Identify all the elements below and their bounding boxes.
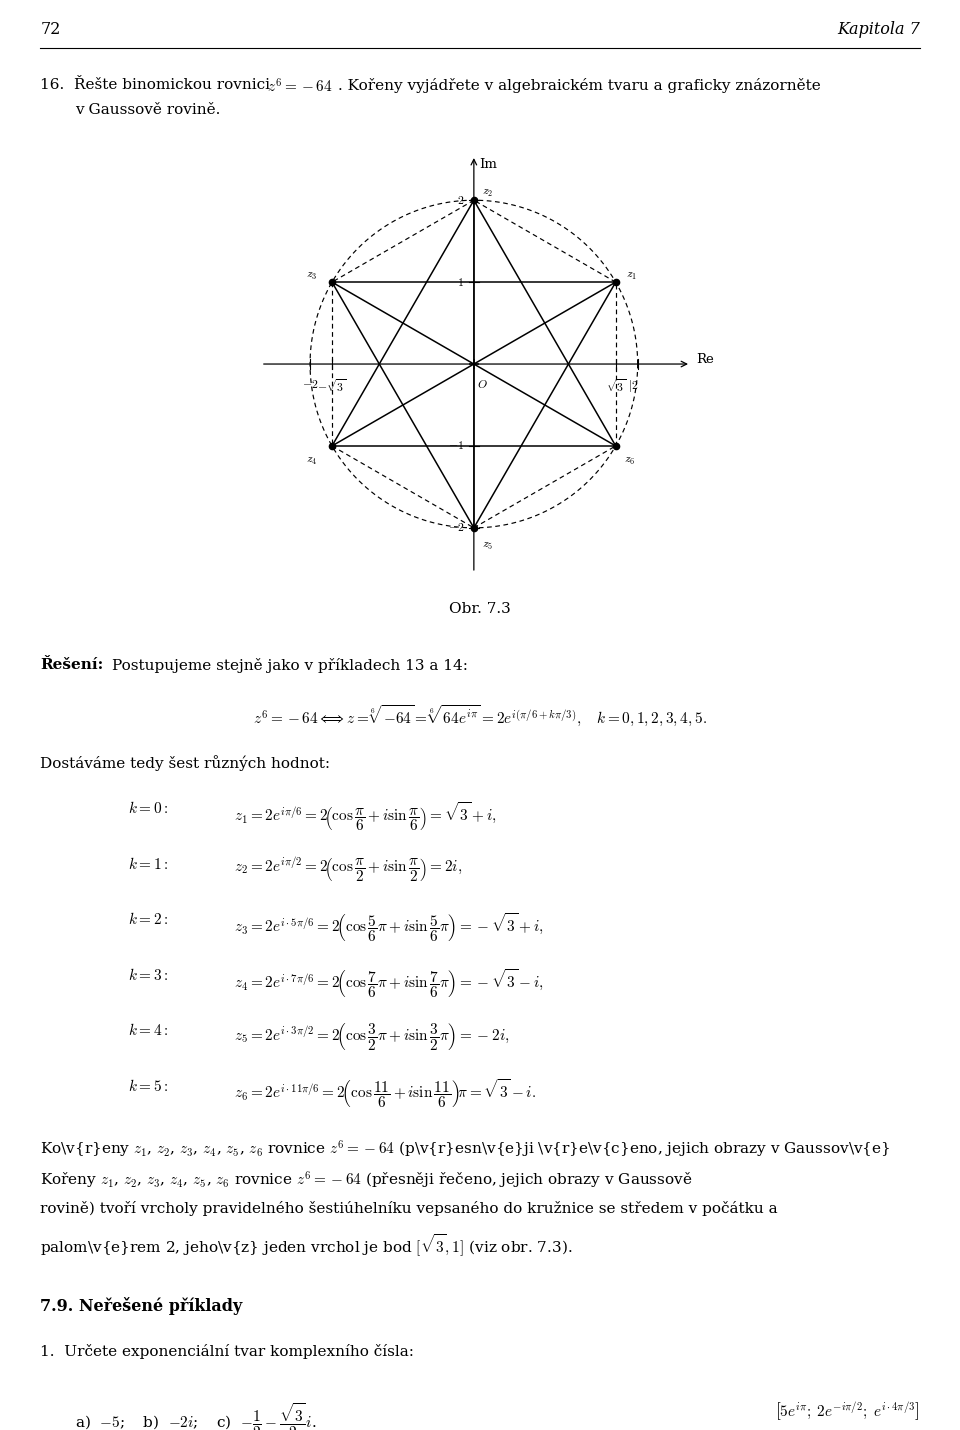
Text: $-1$: $-1$ — [448, 439, 464, 452]
Text: $z_4 = 2e^{i\cdot 7\pi/6} = 2\!\left(\cos\dfrac{7}{6}\pi + i\sin\dfrac{7}{6}\pi\: $z_4 = 2e^{i\cdot 7\pi/6} = 2\!\left(\co… — [234, 967, 543, 1000]
Text: Řešení:: Řešení: — [40, 658, 104, 672]
Text: $z_3 = 2e^{i\cdot 5\pi/6} = 2\!\left(\cos\dfrac{5}{6}\pi + i\sin\dfrac{5}{6}\pi\: $z_3 = 2e^{i\cdot 5\pi/6} = 2\!\left(\co… — [234, 911, 543, 944]
Text: $\sqrt{3}$: $\sqrt{3}$ — [606, 378, 626, 395]
Text: Re: Re — [697, 353, 714, 366]
Text: $k = 1:$: $k = 1:$ — [129, 857, 169, 872]
Text: $z_5 = 2e^{i\cdot 3\pi/2} = 2\!\left(\cos\dfrac{3}{2}\pi + i\sin\dfrac{3}{2}\pi\: $z_5 = 2e^{i\cdot 3\pi/2} = 2\!\left(\co… — [234, 1022, 509, 1054]
Text: Kořeny $z_1$, $z_2$, $z_3$, $z_4$, $z_5$, $z_6$ rovnice $z^6 = -64$ (přesněji ře: Kořeny $z_1$, $z_2$, $z_3$, $z_4$, $z_5$… — [40, 1170, 693, 1191]
Text: 72: 72 — [40, 20, 60, 37]
Text: $-\sqrt{3}$: $-\sqrt{3}$ — [318, 378, 347, 395]
Text: $|2$: $|2$ — [628, 378, 638, 393]
Text: 7.9. Neřešené příklady: 7.9. Neřešené příklady — [40, 1297, 243, 1314]
Text: $z_1 = 2e^{i\pi/6} = 2\!\left(\cos\dfrac{\pi}{6} + i\sin\dfrac{\pi}{6}\right) = : $z_1 = 2e^{i\pi/6} = 2\!\left(\cos\dfrac… — [234, 801, 496, 834]
Text: $z_2 = 2e^{i\pi/2} = 2\!\left(\cos\dfrac{\pi}{2} + i\sin\dfrac{\pi}{2}\right) = : $z_2 = 2e^{i\pi/2} = 2\!\left(\cos\dfrac… — [234, 857, 462, 884]
Text: $z_3$: $z_3$ — [306, 269, 317, 282]
Text: Obr. 7.3: Obr. 7.3 — [449, 602, 511, 616]
Text: $O$: $O$ — [477, 378, 488, 390]
Text: $z_4$: $z_4$ — [306, 455, 317, 468]
Text: palom\v{e}rem 2, jeho\v{z} jeden vrchol je bod $[\sqrt{3}, 1]$ (viz obr. 7.3).: palom\v{e}rem 2, jeho\v{z} jeden vrchol … — [40, 1233, 573, 1258]
Text: v Gaussově rovině.: v Gaussově rovině. — [76, 103, 221, 117]
Text: $k = 0:$: $k = 0:$ — [129, 801, 169, 817]
Text: Kořeny $z_1$, $z_2$, $z_3$, $z_4$, $z_5$, $z_6$ rovnice $z^6 = -64$ (přesněji ře: Kořeny $z_1$, $z_2$, $z_3$, $z_4$, $z_5$… — [40, 1170, 693, 1191]
Text: $k = 5:$: $k = 5:$ — [129, 1078, 169, 1094]
Text: rovině) tvoří vrcholy pravidelného šestiúhelníku vepsaného do kružnice se střede: rovině) tvoří vrcholy pravidelného šesti… — [40, 1201, 778, 1217]
Text: Postupujeme stejně jako v příkladech 13 a 14:: Postupujeme stejně jako v příkladech 13 … — [112, 658, 468, 674]
Text: $z_6 = 2e^{i\cdot 11\pi/6} = 2\!\left(\cos\dfrac{11}{6} + i\sin\dfrac{11}{6}\rig: $z_6 = 2e^{i\cdot 11\pi/6} = 2\!\left(\c… — [234, 1078, 536, 1111]
Text: 16.  Řešte binomickou rovnici: 16. Řešte binomickou rovnici — [40, 77, 276, 92]
Text: Dostáváme tedy šest různých hodnot:: Dostáváme tedy šest různých hodnot: — [40, 755, 330, 771]
Text: $2$: $2$ — [457, 193, 464, 207]
Text: $\left[5e^{i\pi};\; 2e^{-i\pi/2};\; e^{i\cdot 4\pi/3}\right]$: $\left[5e^{i\pi};\; 2e^{-i\pi/2};\; e^{i… — [775, 1401, 920, 1423]
Text: . Kořeny vyjádřete v algebraickém tvaru a graficky znázorněte: . Kořeny vyjádřete v algebraickém tvaru … — [338, 77, 820, 93]
Text: $k = 4:$: $k = 4:$ — [129, 1022, 169, 1038]
Text: $z_6$: $z_6$ — [624, 455, 636, 468]
Text: Kapitola 7: Kapitola 7 — [837, 20, 920, 37]
Text: $z_2$: $z_2$ — [482, 186, 493, 199]
Text: $-2$: $-2$ — [447, 522, 464, 535]
Text: Ko\v{r}eny $z_1$, $z_2$, $z_3$, $z_4$, $z_5$, $z_6$ rovnice $z^6 = -64$ (p\v{r}e: Ko\v{r}eny $z_1$, $z_2$, $z_3$, $z_4$, $… — [40, 1138, 891, 1160]
Text: a)  $-5$;$\quad$ b)  $-2i$;$\quad$ c)  $-\dfrac{1}{2} - \dfrac{\sqrt{3}}{2}i$.: a) $-5$;$\quad$ b) $-2i$;$\quad$ c) $-\d… — [76, 1401, 317, 1430]
Text: Kořeny $z_1$, $z_2$, $z_3$, $z_4$, $z_5$, $z_6$ rovnice $z^6 = -64$ (přesněji ře: Kořeny $z_1$, $z_2$, $z_3$, $z_4$, $z_5$… — [40, 1170, 693, 1191]
Text: $z^6 = -64 \Longleftrightarrow z = \sqrt[6]{-64} = \sqrt[6]{64e^{i\pi}} = 2e^{i(: $z^6 = -64 \Longleftrightarrow z = \sqrt… — [253, 704, 707, 729]
Text: $z^6 = -64$: $z^6 = -64$ — [267, 77, 333, 96]
Text: $-2$: $-2$ — [301, 378, 319, 390]
Text: Im: Im — [480, 157, 497, 170]
Text: $k = 3:$: $k = 3:$ — [129, 967, 169, 982]
Text: $k = 2:$: $k = 2:$ — [129, 911, 169, 928]
Text: 1.  Určete exponenciální tvar komplexního čísla:: 1. Určete exponenciální tvar komplexního… — [40, 1344, 415, 1358]
Text: $1$: $1$ — [457, 276, 464, 289]
Text: $z_5$: $z_5$ — [482, 539, 493, 552]
Text: $z_1$: $z_1$ — [626, 269, 637, 282]
